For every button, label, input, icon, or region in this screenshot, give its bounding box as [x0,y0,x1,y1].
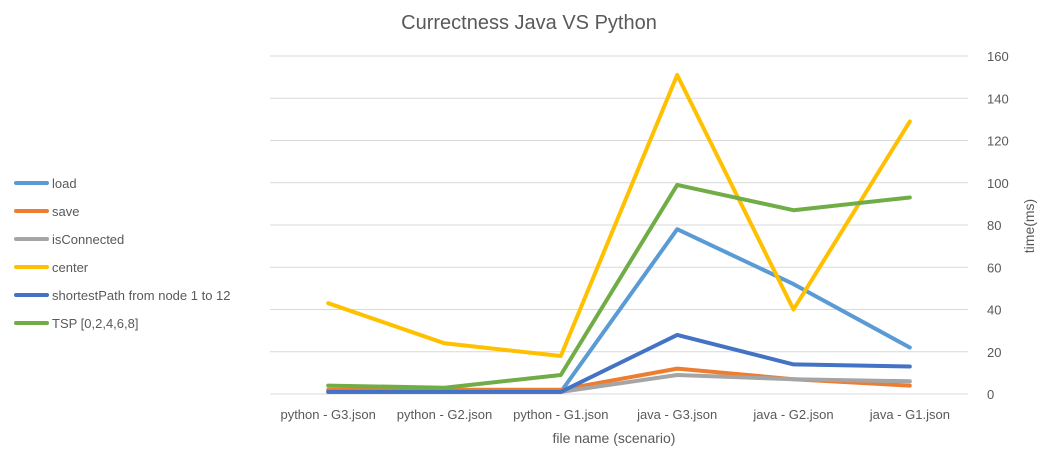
series-line-center [326,73,912,358]
x-tick-label: java - G3.json [636,407,717,422]
legend-label: load [52,176,77,191]
legend-label: isConnected [52,232,124,247]
series-lines [326,73,912,394]
x-tick-label: python - G1.json [513,407,608,422]
legend: load save isConnected center shortestPath fr… [14,176,231,331]
y-tick-label: 120 [987,134,1009,149]
chart-title: Currectness Java VS Python [401,12,657,34]
y-tick-label: 160 [987,49,1009,64]
gridlines [270,55,968,395]
series-line-shortestpath-from-node-1-to-12 [326,332,912,394]
x-tick-label: python - G2.json [397,407,492,422]
x-tick-label: python - G3.json [280,407,375,422]
x-tick-label: java - G2.json [752,407,833,422]
y-tick-label: 140 [987,91,1009,106]
x-axis-ticks: python - G3.json python - G2.json python -… [280,407,949,422]
y-tick-label: 80 [987,218,1001,233]
legend-label: save [52,204,79,219]
legend-label: center [52,260,89,275]
y-axis-label: time(ms) [1021,199,1037,253]
y-tick-label: 0 [987,387,994,402]
x-tick-label: java - G1.json [869,407,950,422]
y-tick-label: 20 [987,345,1001,360]
y-axis-ticks: 0 20 40 60 80 100 120 140 160 [987,49,1009,402]
legend-label: TSP [0,2,4,6,8] [52,316,138,331]
y-tick-label: 100 [987,176,1009,191]
y-tick-label: 60 [987,260,1001,275]
x-axis-label: file name (scenario) [553,430,676,446]
series-line-tsp-0-2-4-6-8 [326,182,912,390]
y-tick-label: 40 [987,303,1001,318]
series-line-load [326,227,912,394]
legend-label: shortestPath from node 1 to 12 [52,288,231,303]
